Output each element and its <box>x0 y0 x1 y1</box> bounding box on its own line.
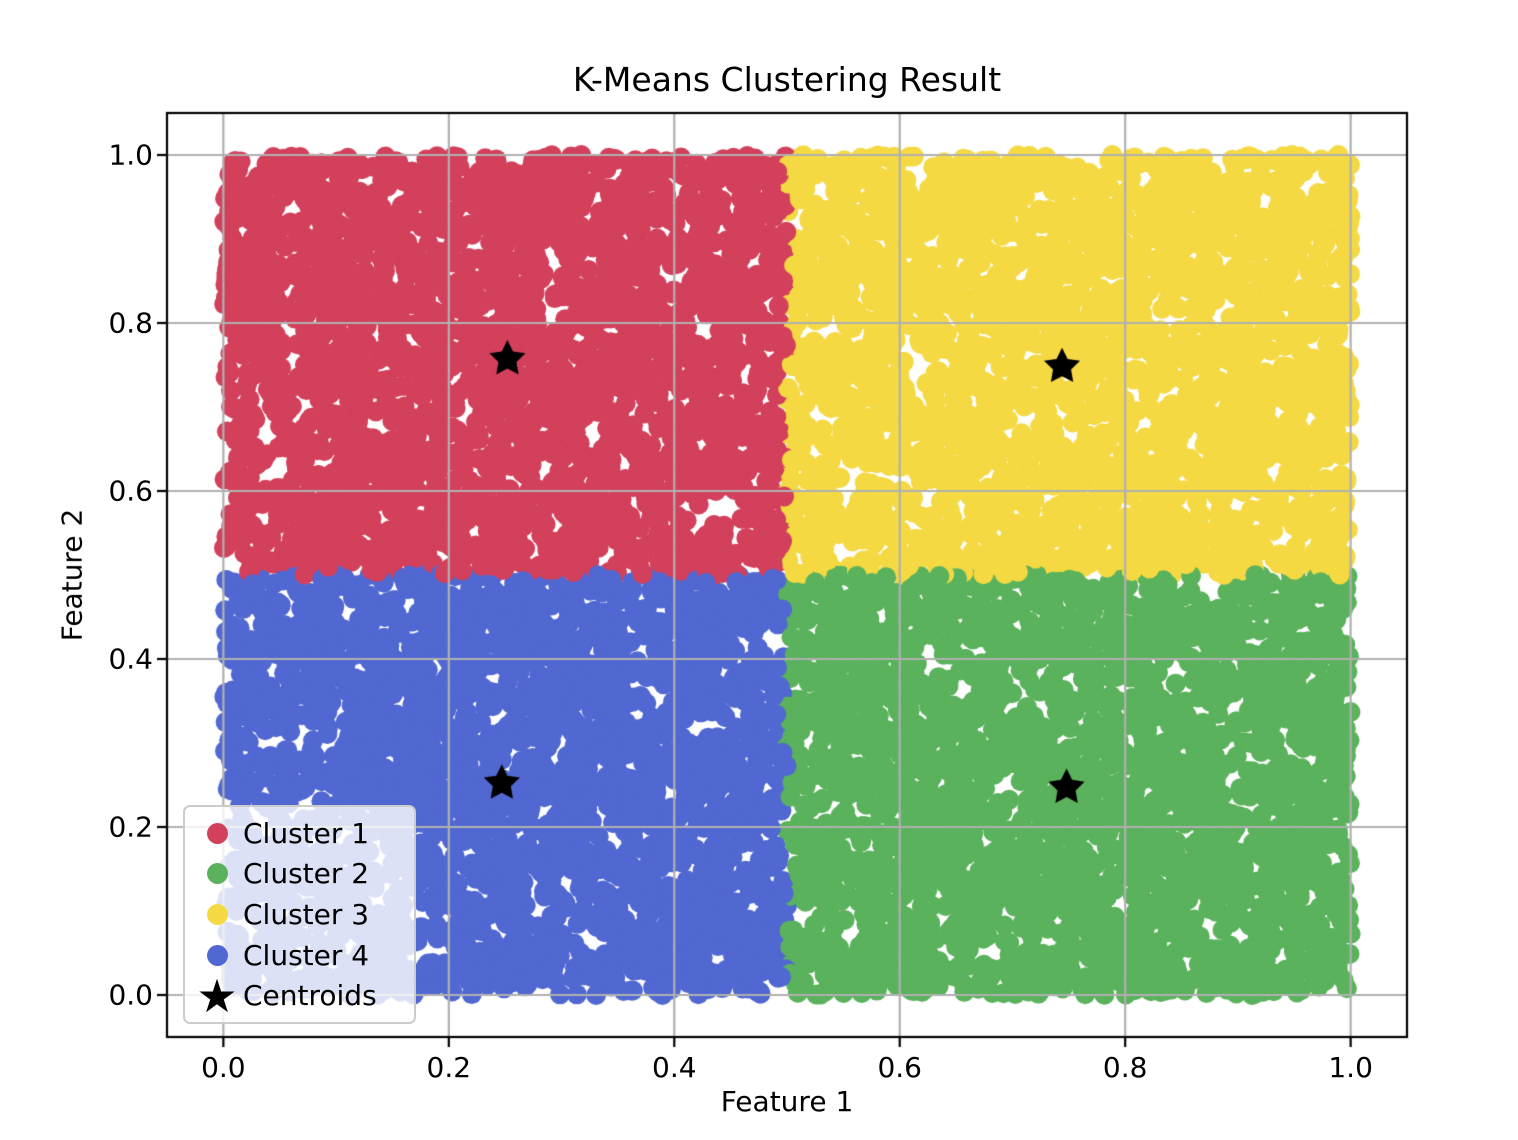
legend-label: Cluster 1 <box>243 816 370 850</box>
legend-label: Cluster 2 <box>243 857 370 891</box>
legend-item: Cluster 2 <box>193 854 406 894</box>
x-tick-label: 0.2 <box>426 1051 472 1084</box>
y-tick-label: 0.4 <box>108 642 153 676</box>
cluster-dot-icon <box>193 822 241 844</box>
cluster-dot-icon <box>206 822 228 844</box>
chart-title: K-Means Clustering Result <box>572 60 1002 99</box>
x-tick-label: 0.6 <box>877 1051 922 1084</box>
x-axis-label: Feature 1 <box>720 1085 854 1118</box>
star-icon: ★ <box>196 968 238 1023</box>
legend-label: Centroids <box>243 979 377 1013</box>
x-tick-label: 1.0 <box>1328 1051 1373 1084</box>
cluster-dot-icon <box>193 903 241 925</box>
x-tick-label: 0.4 <box>652 1051 697 1084</box>
cluster-dot-icon <box>193 944 241 966</box>
legend: Cluster 1 Cluster 2 Cluster 3 Cluster 4 ★ Cen… <box>183 805 416 1024</box>
legend-label: Cluster 3 <box>243 897 370 931</box>
y-tick-label: 0.0 <box>108 978 153 1012</box>
y-tick-label: 0.2 <box>108 810 153 844</box>
legend-label: Cluster 4 <box>243 938 370 972</box>
y-tick-label: 0.8 <box>108 306 153 340</box>
y-tick-label: 1.0 <box>108 138 153 172</box>
cluster-dot-icon <box>193 863 241 885</box>
star-icon: ★ <box>193 968 241 1023</box>
legend-item: Cluster 4 <box>193 935 406 975</box>
legend-item: Cluster 3 <box>193 894 406 934</box>
legend-item: Cluster 1 <box>193 813 406 853</box>
cluster-dot-icon <box>206 903 228 925</box>
y-axis-label: Feature 2 <box>55 508 89 642</box>
x-tick-label: 0.0 <box>201 1051 246 1084</box>
x-tick-label: 0.8 <box>1102 1051 1148 1084</box>
cluster-dot-icon <box>206 863 228 885</box>
cluster-dot-icon <box>206 944 228 966</box>
legend-item: ★ Centroids <box>193 968 406 1023</box>
y-tick-label: 0.6 <box>108 474 153 508</box>
